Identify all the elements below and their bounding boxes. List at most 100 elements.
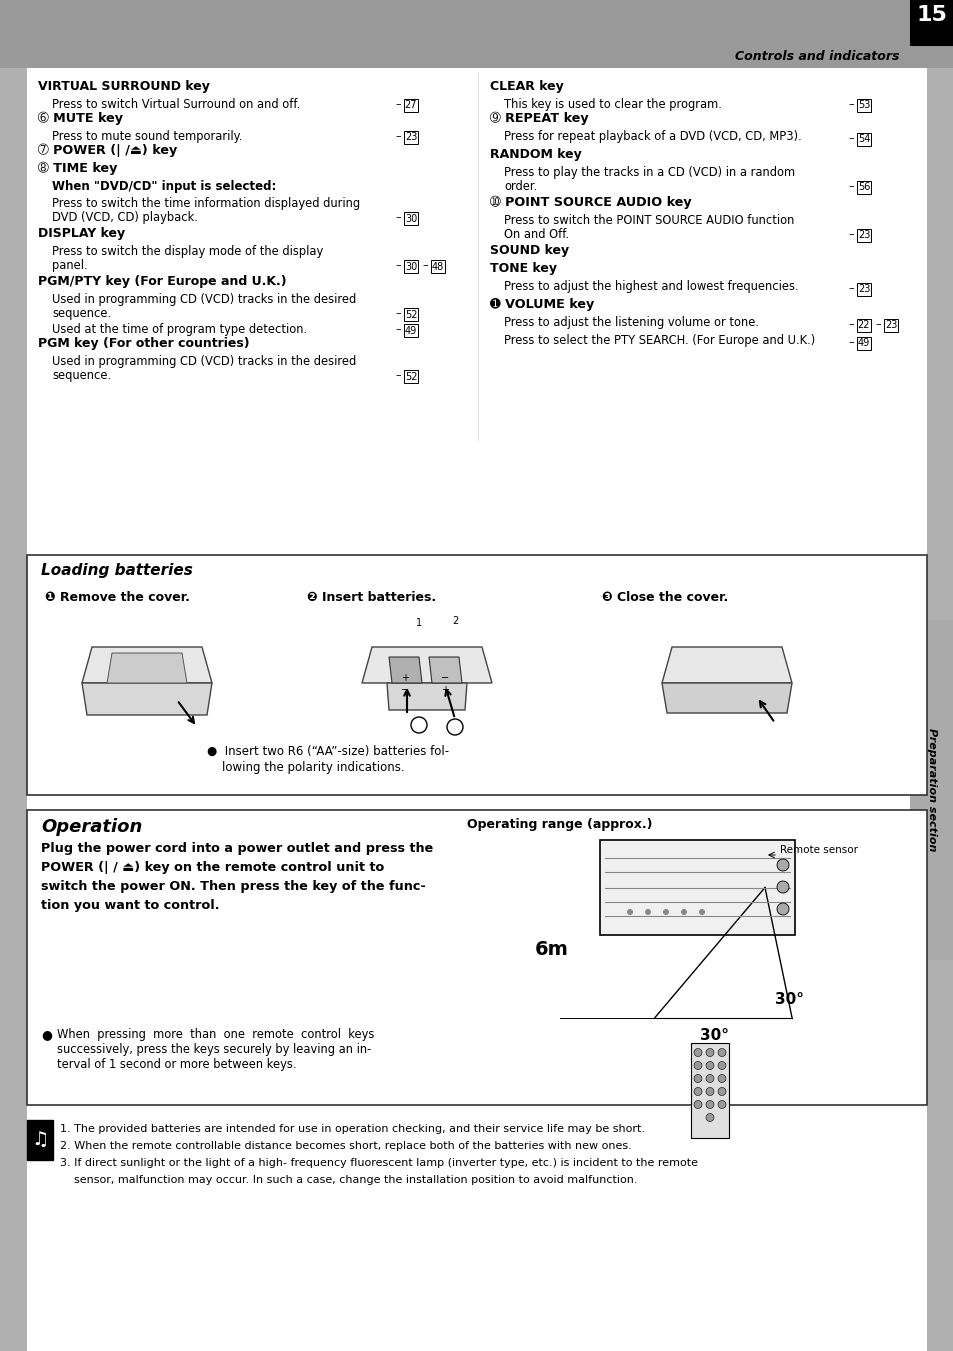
Bar	[856, 336, 870, 350]
Polygon shape	[429, 657, 461, 684]
Text: 53: 53	[857, 100, 869, 111]
Text: 1. The provided batteries are intended for use in operation checking, and their : 1. The provided batteries are intended f…	[60, 1124, 644, 1133]
Circle shape	[718, 1048, 725, 1056]
Text: Operation: Operation	[41, 817, 142, 836]
Circle shape	[718, 1062, 725, 1070]
Text: Press to switch the time information displayed during: Press to switch the time information dis…	[52, 197, 359, 209]
Text: −: −	[400, 685, 409, 694]
Text: sensor, malfunction may occur. In such a case, change the installation position : sensor, malfunction may occur. In such a…	[60, 1175, 637, 1185]
Text: Remote sensor: Remote sensor	[780, 844, 857, 855]
Text: Press for repeat playback of a DVD (VCD, CD, MP3).: Press for repeat playback of a DVD (VCD,…	[503, 130, 801, 143]
Text: Press to adjust the highest and lowest frequencies.: Press to adjust the highest and lowest f…	[503, 280, 798, 293]
Text: –: –	[421, 259, 427, 270]
Text: On and Off.: On and Off.	[503, 228, 569, 240]
Bar	[690, 1043, 728, 1138]
Text: Press to play the tracks in a CD (VCD) in a random: Press to play the tracks in a CD (VCD) i…	[503, 166, 794, 178]
Text: When "DVD/CD" input is selected:: When "DVD/CD" input is selected:	[52, 180, 276, 193]
Text: ➆ POWER (| /⏏) key: ➆ POWER (| /⏏) key	[38, 145, 177, 158]
Bar	[909, 620, 953, 961]
Circle shape	[693, 1101, 701, 1109]
Text: 23: 23	[857, 285, 869, 295]
Polygon shape	[661, 647, 791, 684]
Bar	[431, 259, 444, 273]
Text: –: –	[395, 259, 400, 270]
Circle shape	[693, 1062, 701, 1070]
Text: sequence.: sequence.	[52, 307, 111, 320]
Bar	[403, 308, 417, 322]
Text: DISPLAY key: DISPLAY key	[38, 227, 125, 240]
Text: 22: 22	[857, 320, 869, 331]
Circle shape	[662, 909, 668, 915]
Circle shape	[693, 1048, 701, 1056]
Text: 49: 49	[404, 326, 416, 335]
Text: 30°: 30°	[774, 993, 803, 1008]
Text: 3. If direct sunlight or the light of a high- frequency fluorescent lamp (invert: 3. If direct sunlight or the light of a …	[60, 1158, 698, 1169]
Text: 2: 2	[452, 616, 457, 626]
Text: 56: 56	[857, 182, 869, 192]
Text: 23: 23	[404, 132, 416, 142]
Bar	[856, 319, 870, 332]
Text: +: +	[440, 685, 449, 694]
Text: 23: 23	[883, 320, 896, 331]
Polygon shape	[82, 684, 212, 715]
Text: –: –	[847, 319, 853, 330]
Text: 30°: 30°	[700, 1028, 728, 1043]
Bar	[27, 1120, 53, 1161]
Bar	[909, 0, 953, 46]
Text: –: –	[395, 370, 400, 380]
Text: ●: ●	[41, 1028, 51, 1042]
Bar	[856, 181, 870, 195]
Bar	[27, 555, 926, 794]
Text: This key is used to clear the program.: This key is used to clear the program.	[503, 99, 721, 111]
Text: Preparation section: Preparation section	[926, 728, 936, 851]
Text: PGM key (For other countries): PGM key (For other countries)	[38, 336, 250, 350]
Text: –: –	[395, 131, 400, 141]
Circle shape	[705, 1088, 713, 1096]
Text: ●  Insert two R6 (“AA”-size) batteries fol-: ● Insert two R6 (“AA”-size) batteries fo…	[207, 744, 449, 758]
Polygon shape	[389, 657, 421, 684]
Text: Operating range (approx.): Operating range (approx.)	[467, 817, 652, 831]
Text: DVD (VCD, CD) playback.: DVD (VCD, CD) playback.	[52, 211, 197, 224]
Text: ❶ Remove the cover.: ❶ Remove the cover.	[45, 590, 190, 604]
Polygon shape	[107, 653, 187, 684]
Text: panel.: panel.	[52, 259, 88, 272]
Circle shape	[626, 909, 633, 915]
Bar	[856, 282, 870, 296]
Text: 30: 30	[404, 262, 416, 272]
Text: –: –	[847, 181, 853, 190]
Circle shape	[718, 1074, 725, 1082]
Text: ➊ VOLUME key: ➊ VOLUME key	[490, 299, 594, 311]
Text: –: –	[847, 336, 853, 347]
Text: 27: 27	[404, 100, 416, 111]
Text: 6m: 6m	[535, 940, 568, 959]
Text: Press to switch the POINT SOURCE AUDIO function: Press to switch the POINT SOURCE AUDIO f…	[503, 213, 794, 227]
Text: ➇ TIME key: ➇ TIME key	[38, 162, 117, 176]
Polygon shape	[387, 684, 467, 711]
Text: 15: 15	[916, 5, 946, 26]
Text: –: –	[874, 319, 880, 330]
Text: 2. When the remote controllable distance becomes short, replace both of the batt: 2. When the remote controllable distance…	[60, 1142, 631, 1151]
Text: 30: 30	[404, 213, 416, 223]
Text: –: –	[395, 324, 400, 334]
Text: –: –	[395, 308, 400, 317]
Bar	[599, 840, 794, 935]
Text: 52: 52	[404, 309, 416, 319]
Text: successively, press the keys securely by leaving an in-: successively, press the keys securely by…	[57, 1043, 371, 1056]
Polygon shape	[361, 647, 492, 684]
Text: –: –	[395, 212, 400, 222]
Text: 54: 54	[857, 135, 869, 145]
Text: –: –	[847, 282, 853, 293]
Text: PGM/PTY key (For Europe and U.K.): PGM/PTY key (For Europe and U.K.)	[38, 276, 286, 288]
Text: Used in programming CD (VCD) tracks in the desired: Used in programming CD (VCD) tracks in t…	[52, 293, 355, 305]
Bar	[403, 370, 417, 382]
Text: −: −	[440, 673, 449, 684]
Circle shape	[705, 1113, 713, 1121]
Text: Loading batteries: Loading batteries	[41, 563, 193, 578]
Text: Press to switch the display mode of the display: Press to switch the display mode of the …	[52, 245, 323, 258]
Text: Press to adjust the listening volume or tone.: Press to adjust the listening volume or …	[503, 316, 759, 330]
Polygon shape	[82, 647, 212, 684]
Circle shape	[680, 909, 686, 915]
Bar	[403, 259, 417, 273]
Text: –: –	[847, 132, 853, 143]
Text: RANDOM key: RANDOM key	[490, 149, 581, 161]
